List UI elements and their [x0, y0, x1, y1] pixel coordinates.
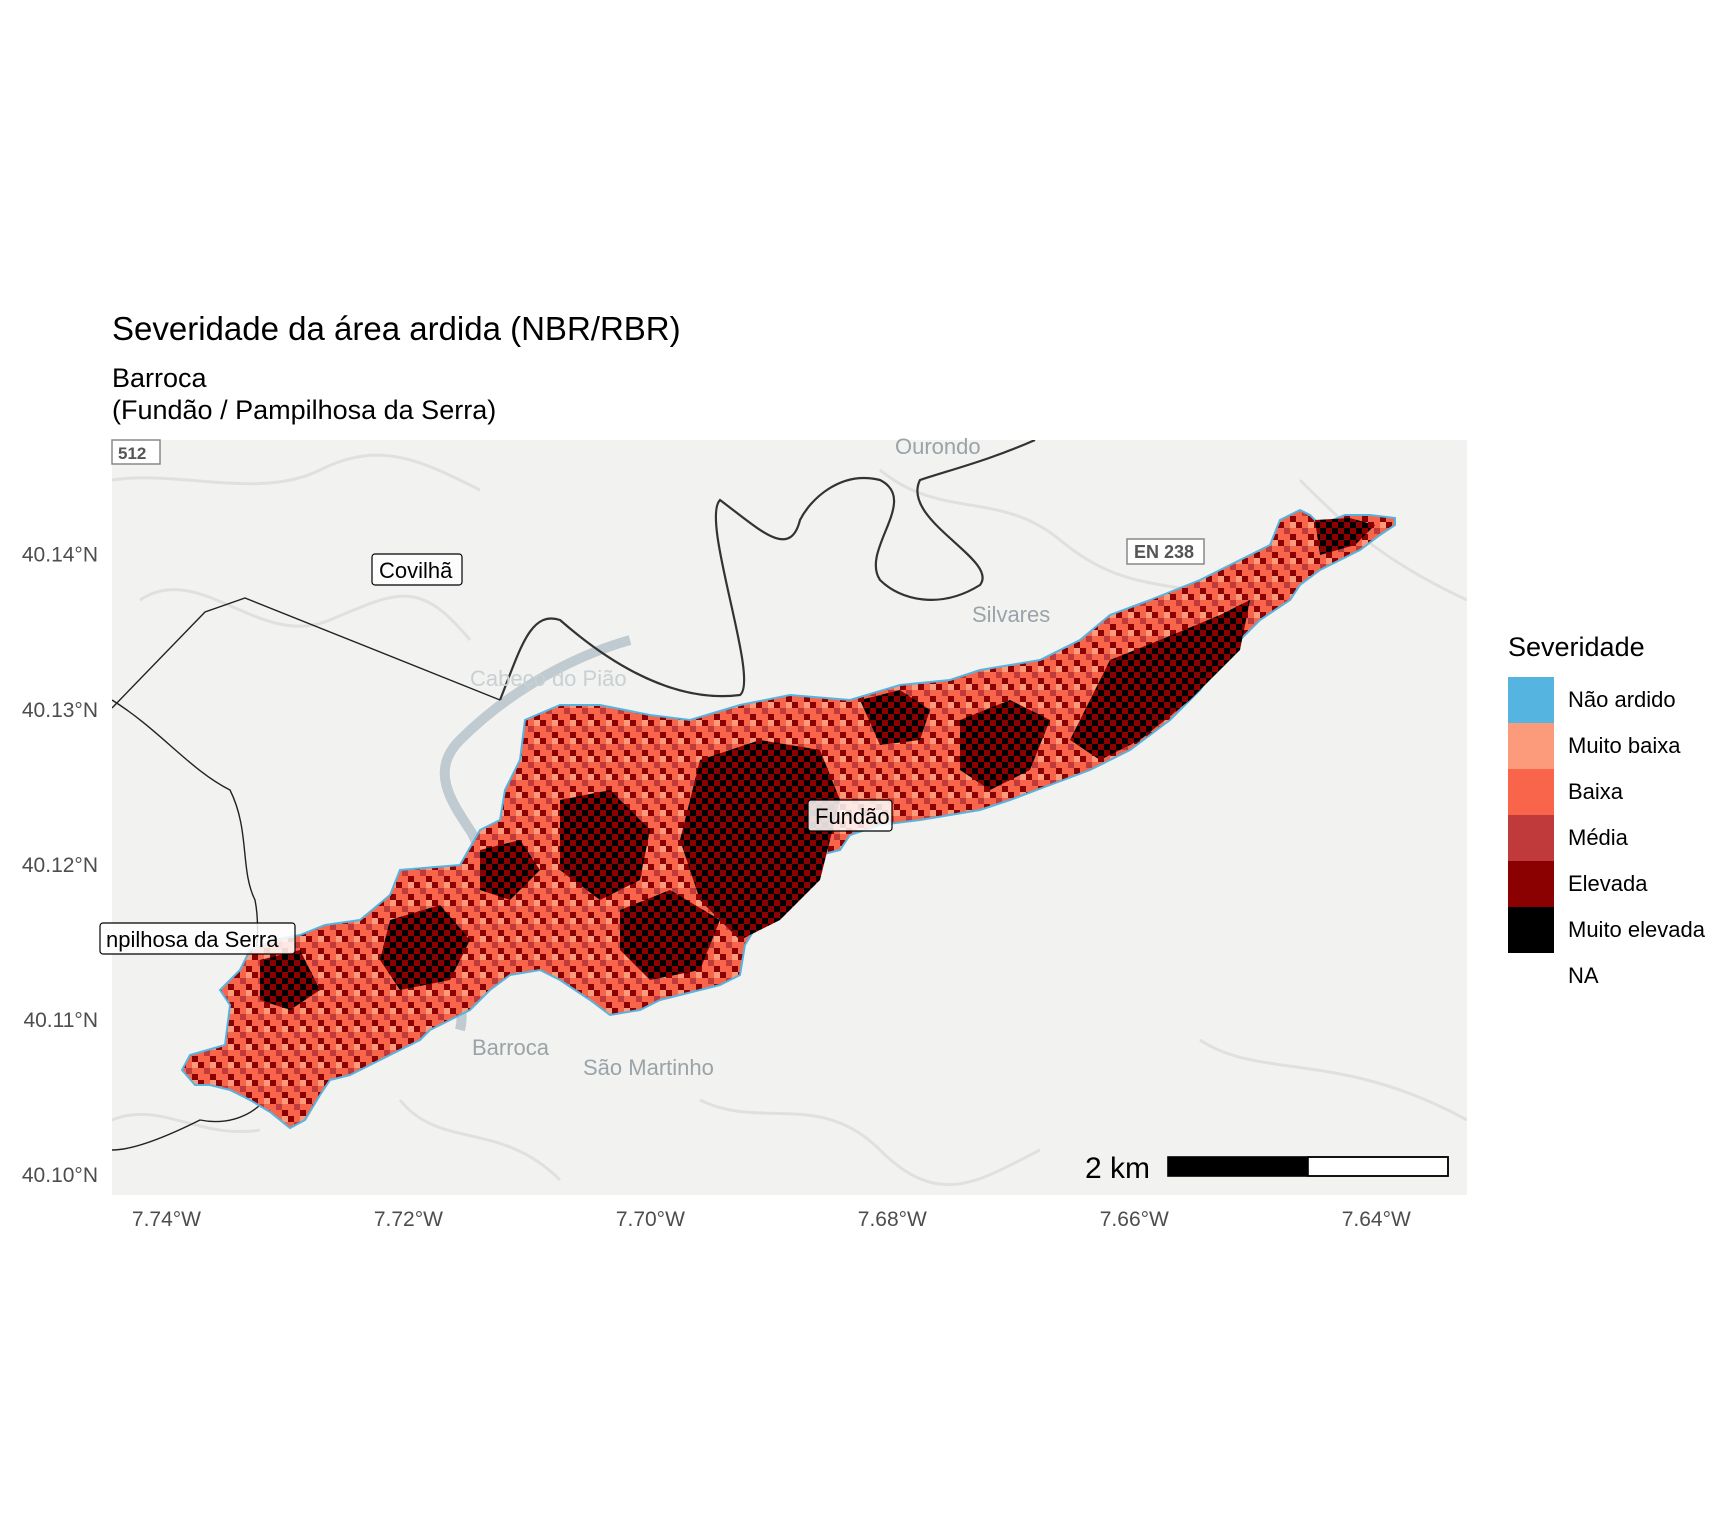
legend-label: Elevada [1568, 871, 1648, 896]
x-tick-label: 7.70°W [616, 1208, 685, 1231]
road-512-label: 512 [118, 444, 146, 463]
legend-swatch [1508, 953, 1554, 999]
place-barroca: Barroca [472, 1035, 550, 1060]
chart-title: Severidade da área ardida (NBR/RBR) [112, 310, 681, 347]
legend-swatch [1508, 677, 1554, 723]
place-sao-martinho: São Martinho [583, 1055, 714, 1080]
legend-swatch [1508, 769, 1554, 815]
x-tick-label: 7.64°W [1342, 1208, 1411, 1231]
place-silvares: Silvares [972, 602, 1050, 627]
legend-label: Média [1568, 825, 1628, 850]
legend-item: Média [1508, 815, 1705, 861]
pampilhosa-label: npilhosa da Serra [106, 927, 279, 952]
place-ourondo: Ourondo [895, 434, 981, 459]
scale-bar-black [1168, 1157, 1308, 1176]
legend: Severidade Não ardido Muito baixa Baixa Méd… [1508, 632, 1705, 999]
pampilhosa-label-box [99, 922, 296, 955]
scale-bar-white [1307, 1156, 1449, 1177]
legend-label: Não ardido [1568, 687, 1676, 712]
legend-item: Não ardido [1508, 677, 1705, 723]
y-tick-label: 40.11°N [23, 1009, 98, 1032]
y-tick-label: 40.10°N [22, 1164, 98, 1187]
y-axis: 40.14°N 40.13°N 40.12°N 40.11°N 40.10°N [22, 544, 98, 1187]
legend-label: Baixa [1568, 779, 1624, 804]
x-tick-label: 7.72°W [374, 1208, 443, 1231]
legend-item: NA [1508, 953, 1705, 999]
municipality-labels: Covilhã Fundão npilhosa da Serra [99, 553, 893, 955]
covilha-label-box [371, 553, 463, 586]
covilha-label: Covilhã [379, 558, 453, 583]
legend-label: Muito baixa [1568, 733, 1681, 758]
legend-item: Elevada [1508, 861, 1705, 907]
county-border-river [498, 440, 1036, 701]
chart-subtitle: Barroca (Fundão / Pampilhosa da Serra) [112, 363, 497, 425]
legend-swatch [1508, 815, 1554, 861]
legend-label: Muito elevada [1568, 917, 1705, 942]
y-tick-label: 40.12°N [22, 854, 98, 877]
legend-swatch [1508, 861, 1554, 907]
scale-bar-label: 2 km [1085, 1152, 1150, 1185]
legend-item: Muito baixa [1508, 723, 1705, 769]
place-cabeco: Cabeço do Pião [470, 666, 627, 691]
x-tick-label: 7.68°W [858, 1208, 927, 1231]
legend-label: NA [1568, 963, 1599, 988]
x-axis: 7.74°W 7.72°W 7.70°W 7.68°W 7.66°W 7.64°W [132, 1208, 1411, 1231]
legend-item: Muito elevada [1508, 907, 1705, 953]
basemap-labels: 512 Ourondo EN 238 Silvares Cabeço do Pi… [111, 434, 1205, 1080]
legend-swatch [1508, 907, 1554, 953]
county-border-covilha [112, 597, 501, 709]
y-tick-label: 40.14°N [22, 544, 98, 567]
scale-bar: 2 km [1085, 1152, 1449, 1185]
x-tick-label: 7.74°W [132, 1208, 201, 1231]
legend-swatch [1508, 723, 1554, 769]
legend-item: Baixa [1508, 769, 1705, 815]
burned-area-severe [260, 518, 1375, 1010]
road-en238-label: EN 238 [1134, 542, 1194, 562]
fundao-label: Fundão [815, 804, 890, 829]
x-tick-label: 7.66°W [1100, 1208, 1169, 1231]
fundao-label-box [807, 799, 893, 832]
legend-title: Severidade [1508, 632, 1645, 662]
road-en238-shield [1126, 538, 1205, 565]
y-tick-label: 40.13°N [22, 699, 98, 722]
road-512-shield [111, 439, 161, 465]
